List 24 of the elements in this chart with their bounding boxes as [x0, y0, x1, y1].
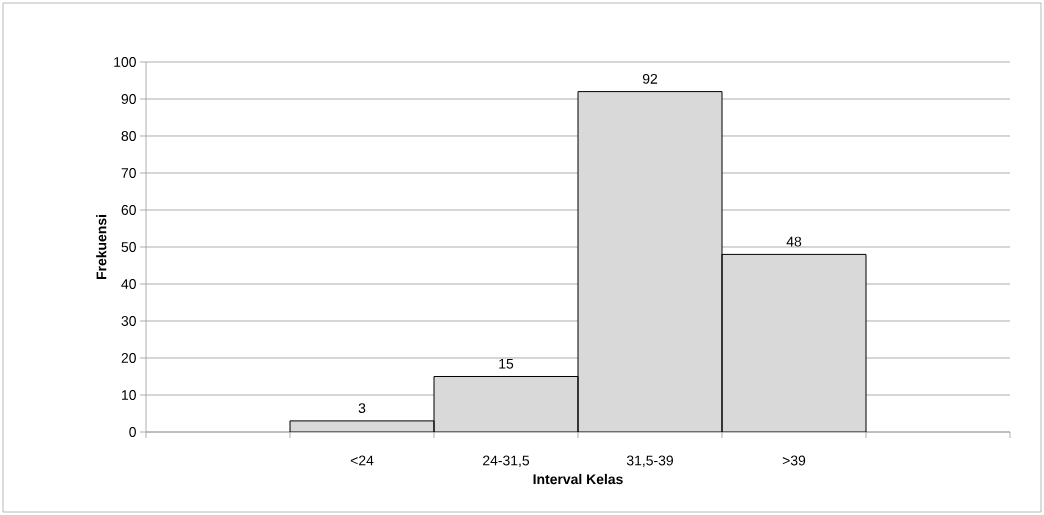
y-tick-label: 40 [121, 279, 136, 289]
x-axis-title: Interval Kelas [533, 473, 623, 485]
y-tick-label: 60 [121, 205, 136, 215]
bar [721, 253, 867, 432]
bar [578, 91, 722, 432]
y-tick-label: 10 [122, 390, 136, 400]
data-label: 15 [499, 358, 514, 369]
y-tick-label: 0 [129, 427, 136, 437]
y-tick-label: 90 [121, 94, 136, 104]
x-tick-label: 24-31,5 [483, 455, 530, 468]
y-tick-label: 30 [121, 316, 136, 326]
x-tick-label: >39 [782, 455, 806, 466]
y-tick-label: 50 [121, 242, 136, 252]
data-label: 3 [358, 403, 366, 414]
data-label: 48 [786, 236, 802, 247]
data-label: 92 [642, 73, 658, 84]
x-tick-label: 31,5-39 [626, 455, 673, 468]
y-tick-label: 20 [121, 353, 136, 363]
y-tick-label: 80 [121, 131, 136, 141]
y-tick-label: 70 [121, 168, 136, 178]
bar [434, 376, 578, 432]
y-tick-label: 100 [114, 57, 136, 67]
y-axis-title: Frekuensi [96, 215, 107, 280]
x-tick-label: <24 [350, 455, 374, 466]
